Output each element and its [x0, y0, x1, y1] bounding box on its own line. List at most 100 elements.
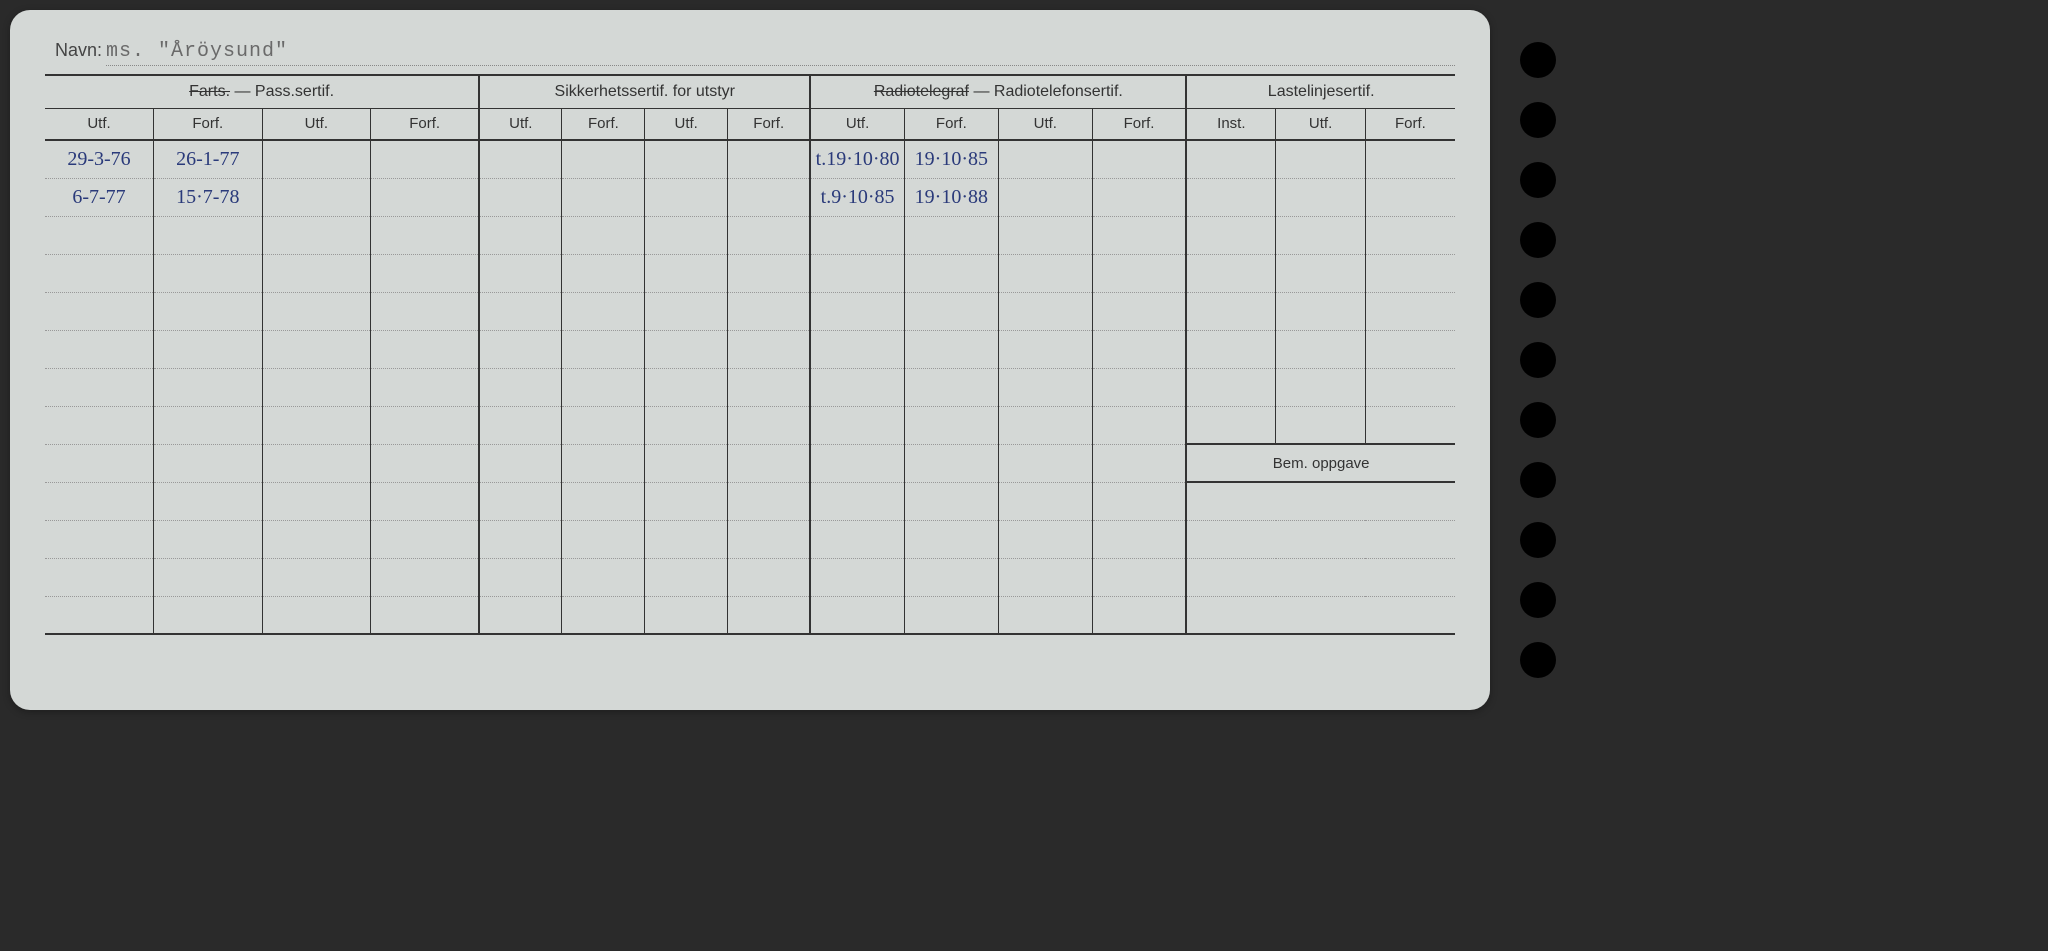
- cell: [904, 368, 998, 406]
- cell: 29-3-76: [45, 140, 154, 178]
- cell: [1092, 254, 1186, 292]
- table-row: [45, 558, 1455, 596]
- cell: [1186, 406, 1276, 444]
- cell: [479, 178, 562, 216]
- navn-row: Navn: ms. "Åröysund": [45, 40, 1455, 66]
- cell: [998, 406, 1092, 444]
- cell: [45, 254, 154, 292]
- col-sik-utf2: Utf.: [645, 108, 728, 140]
- cell: [562, 330, 645, 368]
- bem-cell: [1186, 520, 1455, 558]
- cell: [45, 216, 154, 254]
- cell: [562, 368, 645, 406]
- cell: [154, 254, 263, 292]
- cell: [998, 254, 1092, 292]
- table-row: [45, 406, 1455, 444]
- cell: [904, 330, 998, 368]
- cell: [645, 444, 728, 482]
- cell: [154, 216, 263, 254]
- cell: [479, 596, 562, 634]
- hole-icon: [1520, 462, 1556, 498]
- cell: [562, 558, 645, 596]
- cell: [262, 520, 371, 558]
- cell: [45, 330, 154, 368]
- cell: [154, 520, 263, 558]
- cell: [904, 482, 998, 520]
- cell: [154, 596, 263, 634]
- cell: [810, 330, 904, 368]
- cell: [1092, 520, 1186, 558]
- cell: [998, 330, 1092, 368]
- cell: [904, 292, 998, 330]
- cell: [645, 330, 728, 368]
- cell: [904, 216, 998, 254]
- cell: [479, 254, 562, 292]
- cell: [371, 520, 480, 558]
- cell: [262, 216, 371, 254]
- hole-icon: [1520, 282, 1556, 318]
- cell: [479, 406, 562, 444]
- cell: [262, 254, 371, 292]
- cell: [728, 216, 811, 254]
- cell: [1276, 368, 1366, 406]
- hole-icon: [1520, 642, 1556, 678]
- cell: [262, 596, 371, 634]
- cell: 15·7-78: [154, 178, 263, 216]
- cell: [1365, 254, 1455, 292]
- cell: [1092, 178, 1186, 216]
- cell: [1092, 482, 1186, 520]
- col-sik-utf1: Utf.: [479, 108, 562, 140]
- cell: [1365, 368, 1455, 406]
- cell: [645, 140, 728, 178]
- cell: 19·10·88: [904, 178, 998, 216]
- cell: [479, 140, 562, 178]
- cell: [810, 596, 904, 634]
- cell: [371, 140, 480, 178]
- cell: [998, 482, 1092, 520]
- cell: [562, 140, 645, 178]
- col-pass-utf2: Utf.: [262, 108, 371, 140]
- cell: [998, 140, 1092, 178]
- cell: [1092, 330, 1186, 368]
- hole-icon: [1520, 162, 1556, 198]
- navn-label: Navn:: [55, 40, 102, 61]
- cell: [810, 368, 904, 406]
- cell: [562, 482, 645, 520]
- table-row: [45, 216, 1455, 254]
- group-pass: Farts. — Pass.sertif.: [45, 76, 479, 108]
- cell: [562, 292, 645, 330]
- certificate-table: Farts. — Pass.sertif. Sikkerhetssertif. …: [45, 76, 1455, 635]
- cell: [562, 254, 645, 292]
- cell: [645, 178, 728, 216]
- cell: [154, 406, 263, 444]
- cell: [154, 330, 263, 368]
- table-row: 6-7-7715·7-78t.9·10·8519·10·88: [45, 178, 1455, 216]
- cell: [998, 444, 1092, 482]
- cell: [1092, 216, 1186, 254]
- cell: [479, 444, 562, 482]
- cell: [562, 444, 645, 482]
- cell: [479, 482, 562, 520]
- table-row: [45, 368, 1455, 406]
- cell: [810, 558, 904, 596]
- table-row: [45, 330, 1455, 368]
- cell: [154, 444, 263, 482]
- table-row: [45, 520, 1455, 558]
- table-row: [45, 482, 1455, 520]
- cell: [262, 558, 371, 596]
- cell: [154, 558, 263, 596]
- hole-icon: [1520, 102, 1556, 138]
- certificate-table-wrap: Farts. — Pass.sertif. Sikkerhetssertif. …: [45, 74, 1455, 635]
- cell: [45, 596, 154, 634]
- group-laste: Lastelinjesertif.: [1186, 76, 1455, 108]
- cell: [810, 292, 904, 330]
- navn-value: ms. "Åröysund": [106, 40, 1455, 66]
- cell: [1365, 292, 1455, 330]
- cell: [1276, 292, 1366, 330]
- cell: 6-7-77: [45, 178, 154, 216]
- group-header-row: Farts. — Pass.sertif. Sikkerhetssertif. …: [45, 76, 1455, 108]
- cell: [810, 444, 904, 482]
- cell: [262, 406, 371, 444]
- group-sikkerhet: Sikkerhetssertif. for utstyr: [479, 76, 810, 108]
- cell: [1092, 140, 1186, 178]
